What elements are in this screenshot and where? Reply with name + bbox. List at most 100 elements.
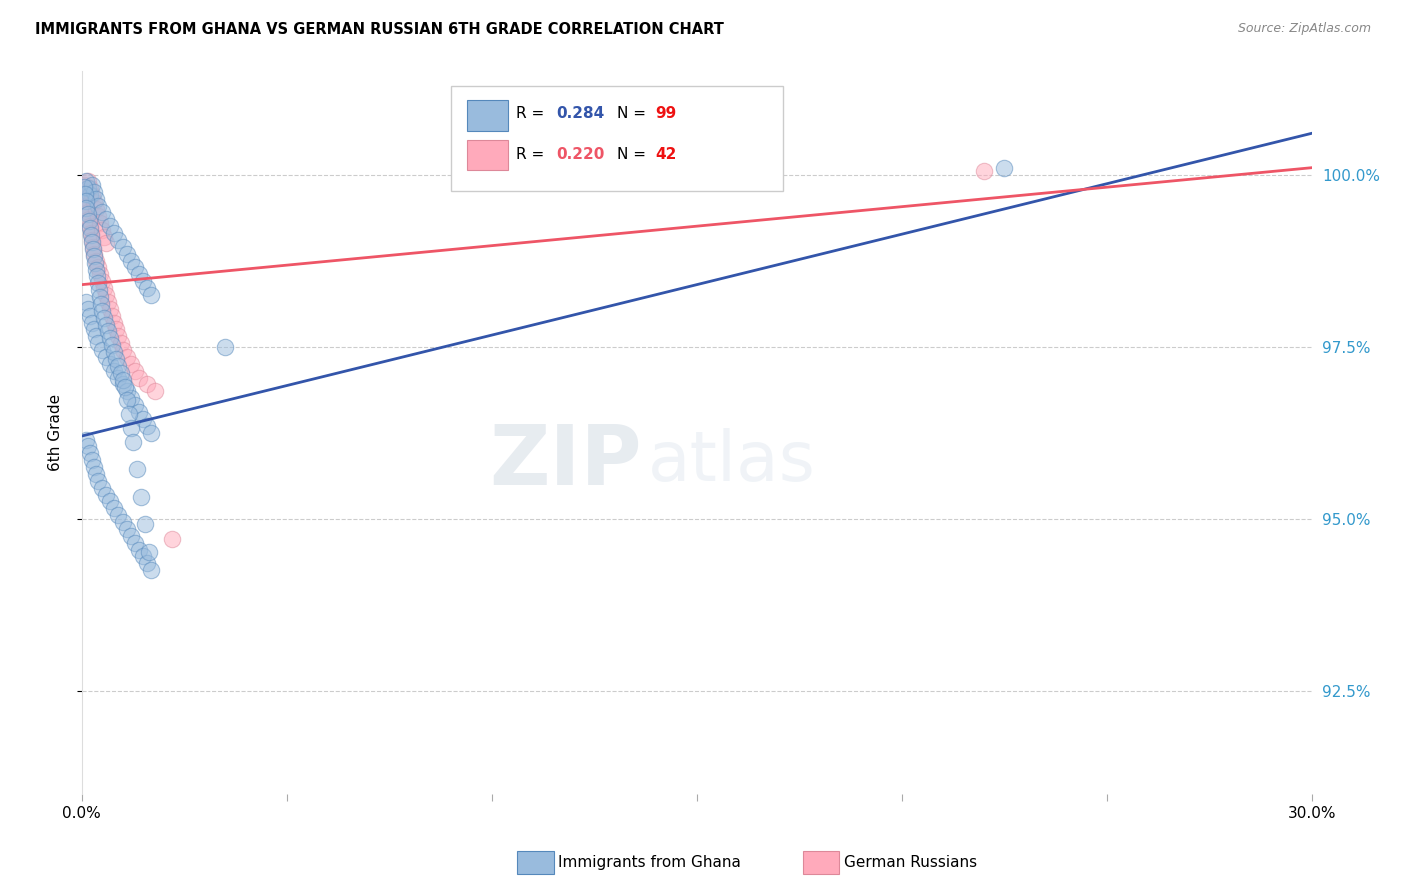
Point: [124, 364, 146, 378]
Point: [115, 350, 138, 364]
Point: [83, 195, 105, 210]
Text: 0.284: 0.284: [557, 106, 605, 121]
Point: [80, 233, 103, 247]
Point: [80, 316, 103, 330]
Point: [105, 322, 128, 336]
Point: [83, 460, 105, 475]
Point: [120, 391, 142, 405]
Point: [132, 549, 155, 564]
Point: [214, 340, 236, 354]
Point: [97, 294, 120, 309]
Point: [115, 246, 138, 260]
Point: [75, 194, 97, 208]
FancyBboxPatch shape: [467, 100, 509, 130]
Point: [87, 277, 110, 291]
Point: [107, 370, 129, 384]
Point: [89, 268, 111, 282]
Text: ZIP: ZIP: [489, 421, 641, 502]
Point: [98, 494, 121, 508]
Point: [79, 188, 101, 202]
Point: [132, 274, 155, 288]
Point: [111, 373, 134, 387]
Point: [93, 310, 115, 325]
Point: [111, 240, 134, 254]
Point: [98, 357, 121, 371]
Point: [86, 269, 108, 284]
Point: [77, 212, 100, 227]
Point: [84, 192, 107, 206]
Point: [107, 508, 129, 523]
Point: [128, 542, 150, 557]
Point: [103, 364, 125, 378]
Point: [84, 329, 107, 343]
Point: [83, 246, 105, 260]
Point: [84, 467, 107, 481]
Point: [125, 462, 148, 476]
Point: [90, 297, 112, 311]
Point: [107, 329, 129, 343]
Point: [160, 533, 183, 547]
Point: [114, 379, 136, 393]
Point: [103, 316, 125, 330]
Point: [87, 260, 110, 275]
Point: [76, 205, 98, 219]
Point: [82, 240, 104, 254]
Text: atlas: atlas: [648, 428, 815, 495]
Point: [80, 453, 103, 467]
FancyBboxPatch shape: [467, 140, 509, 170]
Point: [132, 412, 155, 426]
Point: [80, 178, 103, 192]
Text: 42: 42: [655, 147, 676, 162]
Point: [96, 487, 118, 501]
Point: [128, 370, 150, 384]
Point: [77, 214, 100, 228]
Point: [82, 242, 104, 256]
Point: [79, 446, 101, 460]
Text: 0.220: 0.220: [557, 147, 605, 162]
Point: [145, 384, 166, 399]
Point: [91, 205, 114, 219]
Point: [993, 161, 1015, 175]
Point: [141, 288, 163, 302]
Point: [96, 288, 118, 302]
Point: [120, 421, 142, 435]
Point: [75, 294, 97, 309]
Text: German Russians: German Russians: [844, 855, 977, 870]
Point: [75, 174, 97, 188]
Point: [96, 318, 118, 332]
Point: [76, 181, 98, 195]
Point: [75, 192, 97, 206]
Point: [96, 236, 118, 251]
Point: [103, 345, 125, 359]
Point: [72, 178, 94, 192]
Point: [107, 359, 129, 373]
FancyBboxPatch shape: [450, 86, 783, 191]
Point: [83, 322, 105, 336]
Point: [111, 343, 134, 357]
Text: Immigrants from Ghana: Immigrants from Ghana: [558, 855, 741, 870]
Point: [83, 255, 105, 269]
Point: [87, 283, 110, 297]
Point: [76, 301, 98, 316]
Point: [128, 405, 150, 419]
Text: R =: R =: [516, 147, 548, 162]
Point: [115, 522, 138, 536]
Text: 99: 99: [655, 106, 676, 121]
Point: [120, 529, 142, 543]
Point: [83, 185, 105, 199]
Text: R =: R =: [516, 106, 548, 121]
Point: [120, 357, 142, 371]
Point: [136, 418, 159, 433]
Point: [129, 490, 152, 504]
Point: [76, 439, 98, 453]
Point: [141, 563, 163, 577]
Point: [115, 393, 138, 408]
Point: [98, 301, 121, 316]
Point: [136, 377, 159, 392]
Point: [93, 229, 115, 244]
Point: [79, 309, 101, 323]
Point: [98, 331, 121, 345]
Point: [110, 336, 132, 351]
Text: 30.0%: 30.0%: [1288, 806, 1336, 822]
Point: [96, 350, 118, 364]
